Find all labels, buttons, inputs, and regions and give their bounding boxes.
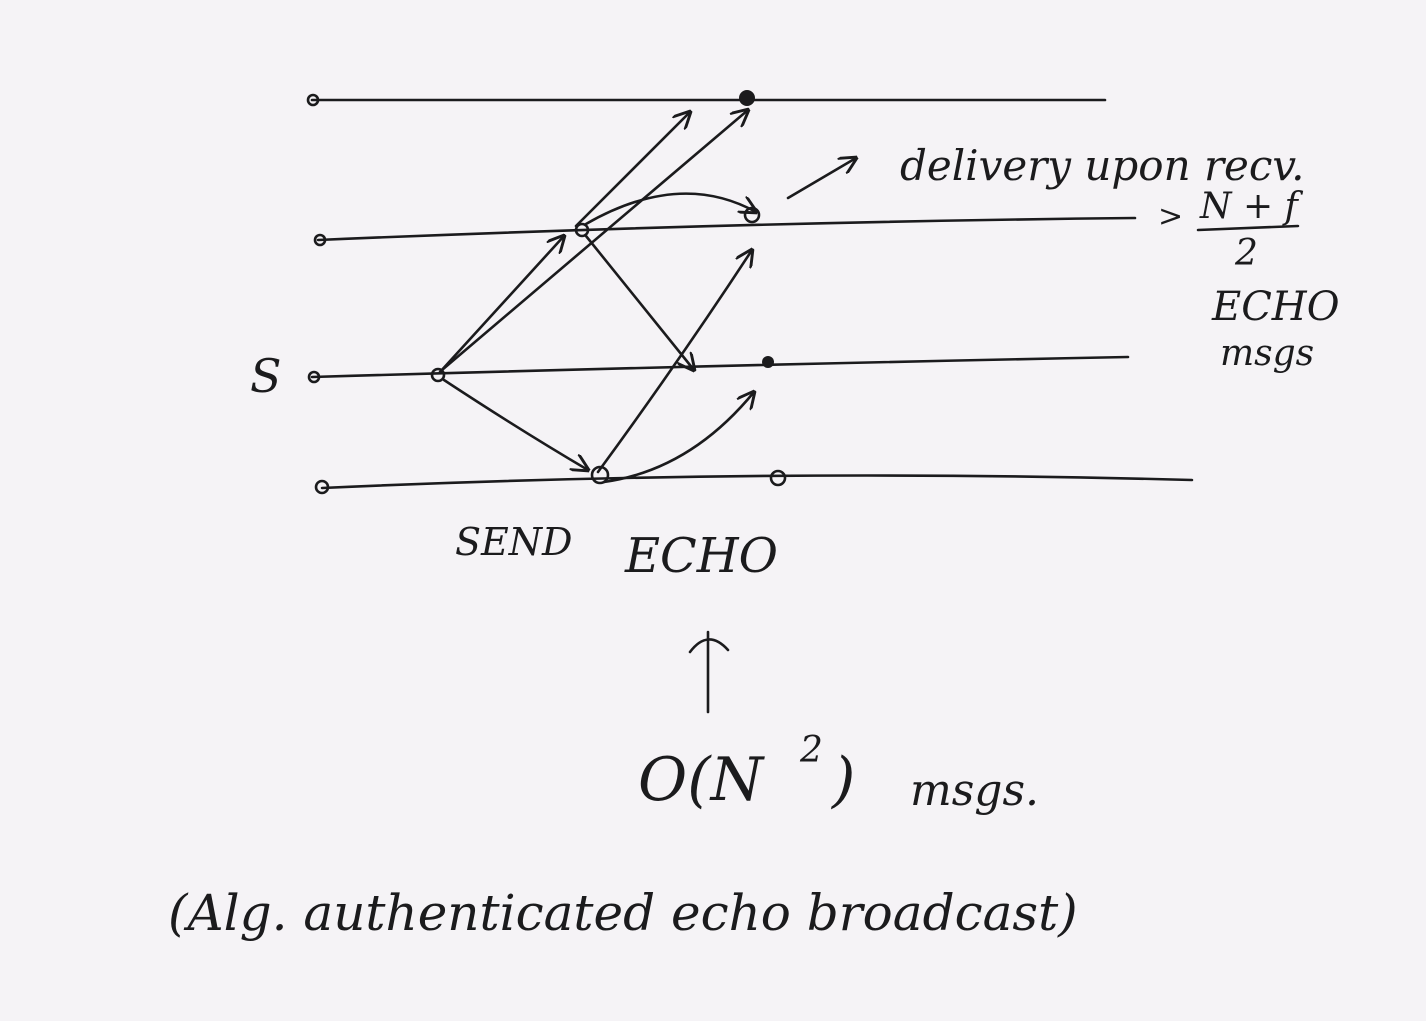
timeline-p2 [316,216,1137,242]
echo-messages [574,112,856,484]
complexity-unit: msgs. [910,765,1039,816]
complexity-big-o: O(N [638,745,766,815]
echo-arrow-p4-to-p2 [596,250,752,474]
sender-label: S [250,349,282,403]
delivery-note-msgs: msgs [1220,333,1314,374]
deliver-dot-sender [762,356,774,368]
delivery-threshold-denominator: 2 [1234,233,1258,274]
delivery-pointer-arrow [786,158,856,200]
timeline-p1 [310,98,1107,102]
complexity-exponent: 2 [799,730,823,771]
send-arrow-to-p4 [442,378,588,470]
event-dots [430,90,787,487]
delivery-note-line1: delivery upon recv. [900,141,1305,190]
send-phase-label: SEND [455,520,573,564]
echo-event-dot-p4 [590,465,610,485]
process-start-p4 [314,479,330,495]
process-start-sender [307,370,321,384]
echo-phase-label: ECHO [624,528,778,584]
process-timelines [306,93,1194,495]
echo-arrow-p2-to-p2 [584,192,756,226]
process-start-p1 [306,93,320,107]
deliver-dot-p1 [739,90,755,106]
echo-event-dot-p2 [574,222,590,238]
complexity-pointer-head [688,638,730,654]
delivery-threshold-numerator: N + f [1199,186,1304,227]
delivery-note-echo: ECHO [1211,284,1339,330]
deliver-dot-p4 [769,469,787,487]
timeline-sender [310,355,1130,379]
process-start-p2 [313,233,327,247]
delivery-threshold-symbol: > [1158,199,1183,234]
complexity-close-paren: ) [830,745,855,815]
send-arrow-to-p2 [438,236,564,374]
echo-arrow-p2-to-sender [584,234,694,370]
send-messages [438,110,748,470]
send-arrow-to-p1 [440,110,748,372]
echo-arrow-p2-to-p1 [574,112,690,228]
send-event-dot [430,367,446,383]
echo-arrow-p4-to-sender [602,392,754,484]
timeline-p4 [320,474,1194,490]
fraction-bar [1196,224,1300,232]
algorithm-caption: (Alg. authenticated echo broadcast) [168,884,1078,942]
